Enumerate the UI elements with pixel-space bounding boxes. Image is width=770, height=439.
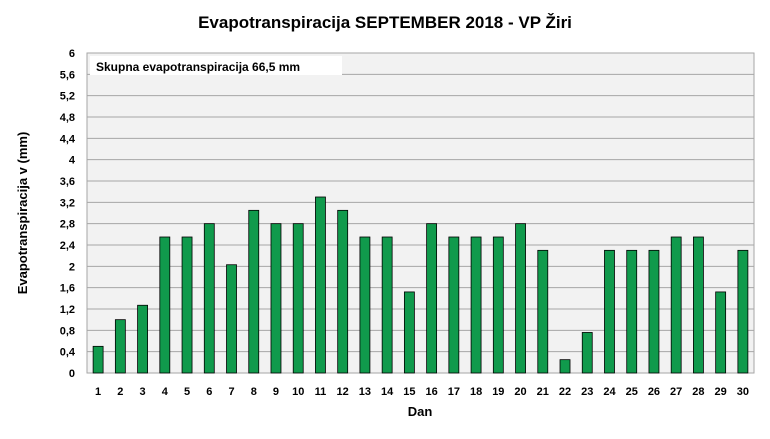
chart-title: Evapotranspiracija SEPTEMBER 2018 - VP Ž… <box>198 13 572 32</box>
x-tick-label: 5 <box>184 386 190 398</box>
x-tick-label: 22 <box>559 386 571 398</box>
x-tick-label: 16 <box>425 386 437 398</box>
bar-day-14 <box>381 236 393 374</box>
y-tick-label: 6 <box>69 48 75 60</box>
bar-day-13 <box>359 236 371 374</box>
y-tick-label: 5,2 <box>60 91 75 103</box>
gridlines <box>87 52 754 374</box>
y-tick-label: 4 <box>69 155 76 167</box>
x-tick-label: 15 <box>403 386 415 398</box>
bar-day-30 <box>737 249 749 374</box>
bar-day-22 <box>559 359 571 374</box>
bar-day-26 <box>648 249 660 374</box>
bar-day-21 <box>537 249 549 374</box>
bar-day-5 <box>181 236 193 374</box>
y-tick-label: 5,6 <box>60 69 75 81</box>
bar-day-1 <box>92 345 104 374</box>
bar-day-16 <box>426 223 438 374</box>
bar-day-3 <box>137 304 148 374</box>
x-tick-label: 10 <box>292 386 304 398</box>
x-tick-label: 19 <box>492 386 504 398</box>
bar-day-17 <box>448 236 460 374</box>
x-tick-label: 11 <box>315 386 327 398</box>
bar-day-9 <box>270 223 282 374</box>
y-axis-ticks: 0 0,4 0,8 1,2 1,6 2 2,4 2,8 3,2 3,6 4 4,4 4,8 5,2 5,6 6 <box>60 48 76 380</box>
y-tick-label: 1,6 <box>60 283 75 295</box>
x-tick-label: 29 <box>715 386 727 398</box>
y-tick-label: 3,6 <box>60 176 75 188</box>
x-tick-label: 8 <box>251 386 257 398</box>
y-tick-label: 1,2 <box>60 304 75 316</box>
annotation-box <box>90 56 342 75</box>
x-tick-label: 18 <box>470 386 482 398</box>
x-tick-label: 9 <box>273 386 279 398</box>
x-tick-label: 21 <box>537 386 549 398</box>
bar-day-27 <box>670 236 682 374</box>
bar-day-28 <box>693 236 704 374</box>
bar-day-23 <box>581 332 593 374</box>
y-tick-label: 2,4 <box>60 240 76 252</box>
y-tick-label: 2,8 <box>60 219 75 231</box>
bar-day-25 <box>626 249 638 374</box>
x-tick-label: 14 <box>381 386 394 398</box>
bars <box>92 196 749 374</box>
y-tick-label: 4,8 <box>60 112 75 124</box>
x-tick-label: 1 <box>95 386 101 398</box>
x-tick-label: 24 <box>603 386 616 398</box>
bar-day-2 <box>114 319 126 374</box>
bar-day-11 <box>315 196 326 374</box>
y-tick-label: 4,4 <box>60 133 76 145</box>
annotation-total: Skupna evapotranspiracija 66,5 mm <box>96 60 300 74</box>
x-tick-label: 4 <box>162 386 169 398</box>
bar-day-8 <box>248 209 260 374</box>
x-tick-label: 27 <box>670 386 682 398</box>
bar-day-12 <box>337 209 349 374</box>
x-tick-label: 13 <box>359 386 371 398</box>
bar-day-24 <box>604 249 615 374</box>
x-tick-label: 2 <box>117 386 123 398</box>
plot-area <box>86 52 755 374</box>
bar-day-10 <box>292 223 304 374</box>
x-tick-label: 25 <box>626 386 638 398</box>
x-axis-label: Dan <box>408 404 433 419</box>
x-tick-label: 20 <box>514 386 526 398</box>
x-tick-label: 12 <box>337 386 349 398</box>
y-tick-label: 0,8 <box>60 325 75 337</box>
bar-day-20 <box>515 223 526 374</box>
x-tick-label: 17 <box>448 386 460 398</box>
bar-day-18 <box>470 236 482 374</box>
bar-day-6 <box>203 223 215 374</box>
bar-day-15 <box>403 291 415 374</box>
bar-day-4 <box>159 236 171 374</box>
x-tick-label: 28 <box>692 386 704 398</box>
y-tick-label: 2 <box>69 261 75 273</box>
y-tick-label: 3,2 <box>60 197 75 209</box>
x-tick-label: 7 <box>228 386 234 398</box>
x-tick-label: 6 <box>206 386 212 398</box>
x-tick-label: 3 <box>140 386 146 398</box>
x-tick-label: 26 <box>648 386 660 398</box>
bar-day-29 <box>715 291 727 374</box>
y-tick-label: 0,4 <box>60 347 76 359</box>
y-tick-label: 0 <box>69 368 75 380</box>
y-axis-label: Evapotranspiracija v (mm) <box>15 132 30 295</box>
x-axis-ticks: 1 2 3 4 5 6 7 8 9 10 11 12 13 14 15 16 17 18 19 20 21 22 23 24 2… <box>95 386 749 398</box>
x-tick-label: 23 <box>581 386 593 398</box>
bar-day-19 <box>492 236 504 374</box>
x-tick-label: 30 <box>737 386 749 398</box>
bar-day-7 <box>226 264 237 374</box>
